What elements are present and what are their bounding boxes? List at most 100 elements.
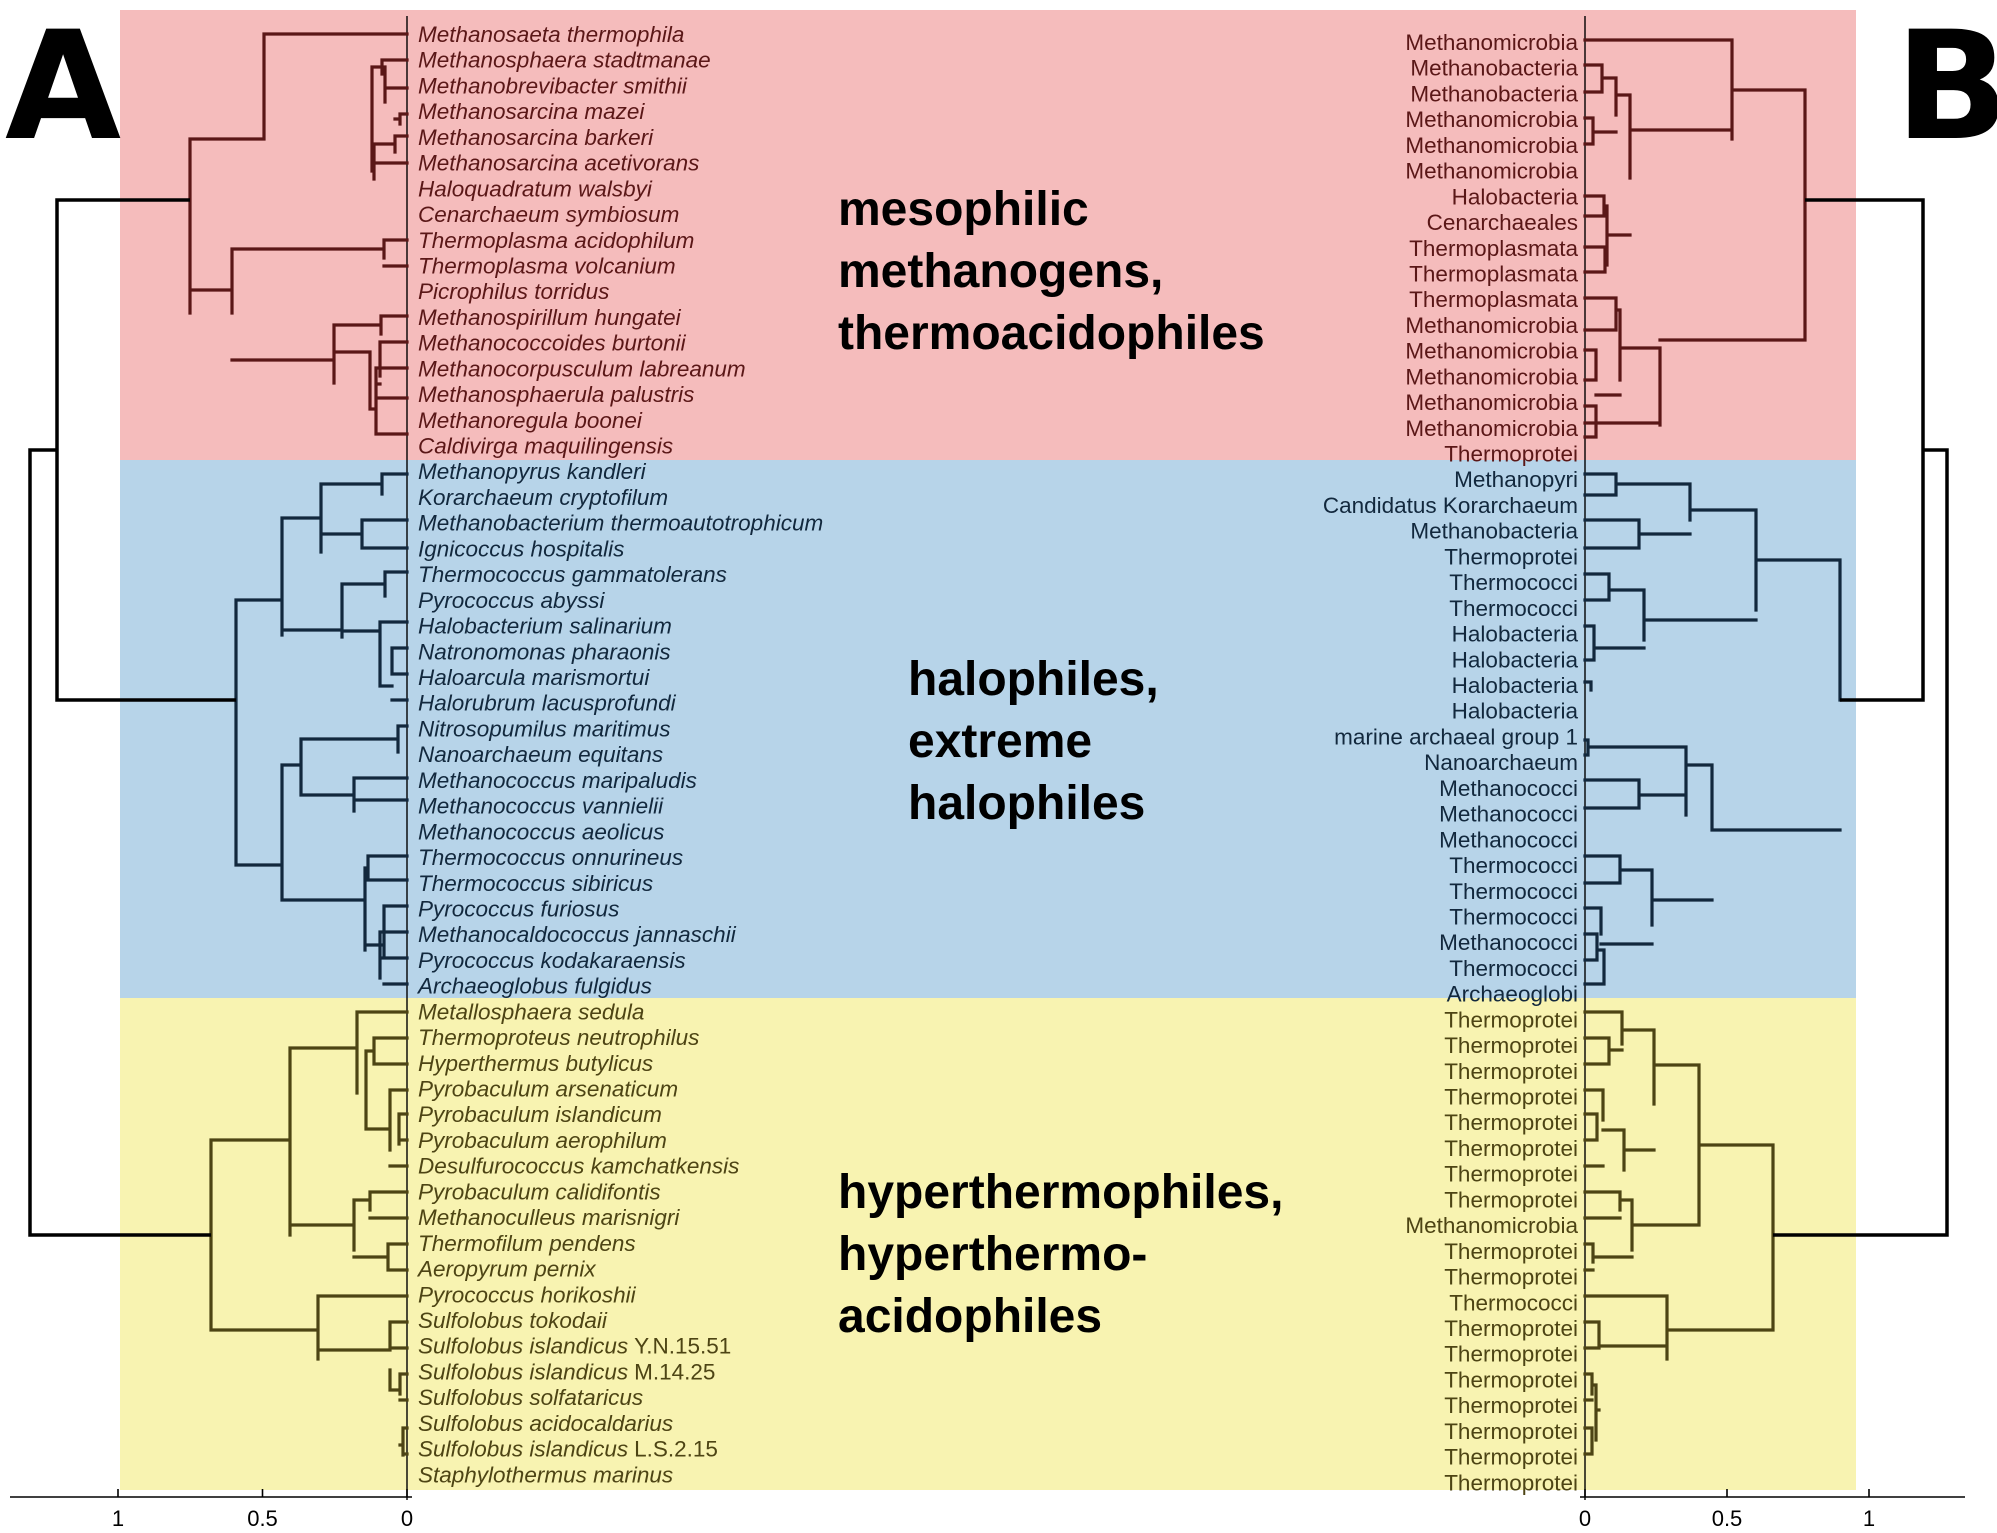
leaf-label: Halobacterium salinarium: [418, 614, 672, 639]
leaf-class-label: Methanobacteria: [1410, 81, 1578, 106]
leaf-species-name: Halobacterium salinarium: [418, 614, 672, 639]
cluster-label-line: extreme: [908, 715, 1092, 768]
leaf-species-name: Methanobacterium thermoautotrophicum: [418, 511, 823, 536]
leaf-label: Methanosarcina acetivorans: [418, 151, 699, 176]
leaf-species-name: Staphylothermus marinus: [418, 1462, 673, 1487]
leaf-species-name: Archaeoglobus fulgidus: [416, 974, 652, 999]
leaf-species-name: Methanosphaera stadtmanae: [418, 48, 711, 73]
leaf-class-label: Thermoprotei: [1444, 1342, 1578, 1367]
leaf-class-label: Methanomicrobia: [1405, 159, 1578, 184]
leaf-label: Pyrococcus furiosus: [418, 896, 619, 921]
leaf-label: Hyperthermus butylicus: [418, 1051, 653, 1076]
leaf-species-name: Korarchaeum cryptofilum: [418, 485, 668, 510]
leaf-class-label: Methanomicrobia: [1405, 133, 1578, 158]
leaf-label: Archaeoglobus fulgidus: [416, 974, 652, 999]
cluster-band-red: [120, 10, 1856, 460]
leaf-class-label: Methanobacteria: [1410, 56, 1578, 81]
leaf-label: Methanococcus vannielii: [418, 794, 664, 819]
cluster-label-line: mesophilic: [838, 183, 1089, 236]
right-dendrogram-yellow: [1583, 1010, 1775, 1456]
leaf-label: Sulfolobus acidocaldarius: [418, 1411, 673, 1436]
leaf-species-name: Halorubrum lacusprofundi: [418, 691, 677, 716]
right-axis-ticks: 0 0.5 1: [1579, 1489, 1875, 1531]
leaf-species-name: Pyrobaculum arsenaticum: [418, 1077, 678, 1102]
leaf-class-label: Thermoprotei: [1444, 1239, 1578, 1264]
leaf-label: Nitrosopumilus maritimus: [418, 716, 671, 741]
cluster-label-line: thermoacidophiles: [838, 307, 1265, 360]
leaf-label: Thermoplasma acidophilum: [418, 228, 694, 253]
leaf-class-label: Methanomicrobia: [1405, 107, 1578, 132]
leaf-species-name: Caldivirga maquilingensis: [418, 434, 673, 459]
leaf-class-label: Nanoarchaeum: [1424, 750, 1578, 775]
leaf-label: Thermoproteus neutrophilus: [418, 1025, 699, 1050]
leaf-label: Thermococcus sibiricus: [418, 871, 653, 896]
leaf-species-name: Haloarcula marismortui: [418, 665, 650, 690]
left-dendrogram-yellow: [209, 1010, 409, 1457]
leaf-species-name: Thermoproteus neutrophilus: [418, 1025, 699, 1050]
cluster-label-line: halophiles: [908, 777, 1145, 830]
leaf-label: Haloquadratum walsbyi: [418, 176, 653, 201]
leaf-species-name: Pyrococcus abyssi: [418, 588, 605, 613]
leaf-species-name: Sulfolobus islandicus: [418, 1437, 628, 1462]
left-root-branches: [28, 198, 236, 1237]
leaf-class-label: Halobacteria: [1452, 673, 1579, 698]
axis-tick-label: 1: [1863, 1506, 1875, 1531]
leaf-species-name: Sulfolobus tokodaii: [418, 1308, 608, 1333]
leaf-class-label: Thermoprotei: [1444, 1085, 1578, 1110]
leaf-species-name: Pyrococcus kodakaraensis: [418, 948, 686, 973]
leaf-species-name: Thermococcus sibiricus: [418, 871, 653, 896]
leaf-species-name: Aeropyrum pernix: [416, 1257, 596, 1282]
leaf-label: Korarchaeum cryptofilum: [418, 485, 668, 510]
leaf-class-label: Thermoplasmata: [1409, 261, 1578, 286]
leaf-class-label: Thermoprotei: [1444, 1162, 1578, 1187]
leaf-label: Picrophilus torridus: [418, 279, 609, 304]
leaf-label: Pyrococcus kodakaraensis: [418, 948, 686, 973]
leaf-label: Sulfolobus islandicus L.S.2.15: [418, 1437, 718, 1462]
right-dendrogram-red: [1583, 38, 1807, 439]
leaf-label: Methanoregula boonei: [418, 408, 643, 433]
leaf-class-label: Thermoprotei: [1444, 1136, 1578, 1161]
leaf-species-name: Methanosaeta thermophila: [418, 22, 684, 47]
leaf-class-label: Cenarchaeales: [1427, 210, 1578, 235]
left-dendrogram-red: [188, 32, 409, 436]
axis-tick-label: 0: [401, 1506, 413, 1531]
cluster-label-line: hyperthermo-: [838, 1228, 1147, 1281]
leaf-label: Methanoculleus marisnigri: [418, 1205, 680, 1230]
leaf-species-name: Nitrosopumilus maritimus: [418, 716, 671, 741]
cluster-label-yellow: hyperthermophiles, hyperthermo- acidophi…: [838, 1166, 1283, 1343]
axis-tick-label: 0.5: [247, 1506, 278, 1531]
leaf-species-name: Methanocaldococcus jannaschii: [418, 922, 737, 947]
leaf-class-label: Methanococci: [1439, 827, 1578, 852]
leaf-label: Staphylothermus marinus: [418, 1462, 673, 1487]
leaf-label: Sulfolobus tokodaii: [418, 1308, 608, 1333]
leaf-label: Methanobacterium thermoautotrophicum: [418, 511, 823, 536]
leaf-species-name: Methanosarcina acetivorans: [418, 151, 699, 176]
leaf-species-name: Methanocorpusculum labreanum: [418, 356, 746, 381]
leaf-class-label: Thermococci: [1449, 879, 1578, 904]
leaf-class-label: Thermococci: [1449, 853, 1578, 878]
leaf-class-label: Thermococci: [1449, 956, 1578, 981]
leaf-species-name: Methanococcus maripaludis: [418, 768, 697, 793]
leaf-species-name: Picrophilus torridus: [418, 279, 609, 304]
leaf-label: Thermococcus gammatolerans: [418, 562, 727, 587]
leaf-class-label: Thermoprotei: [1444, 544, 1578, 569]
cluster-label-line: acidophiles: [838, 1290, 1102, 1343]
leaf-class-label: Thermoprotei: [1444, 442, 1578, 467]
leaf-species-name: Cenarchaeum symbiosum: [418, 202, 679, 227]
leaf-species-name: Hyperthermus butylicus: [418, 1051, 653, 1076]
right-axis: 0 0.5 1: [1579, 1489, 1965, 1531]
left-dendrogram-blue: [234, 472, 409, 986]
leaf-class-label: Thermoprotei: [1444, 1393, 1578, 1418]
leaf-label: Pyrobaculum aerophilum: [418, 1128, 667, 1153]
leaf-label: Pyrococcus abyssi: [418, 588, 605, 613]
leaf-species-name: Methanococcus aeolicus: [418, 819, 664, 844]
leaf-species-name: Pyrobaculum islandicum: [418, 1102, 662, 1127]
leaf-class-label: Halobacteria: [1452, 699, 1579, 724]
leaf-label: Haloarcula marismortui: [418, 665, 650, 690]
leaf-label: Methanococcus maripaludis: [418, 768, 697, 793]
leaf-class-label: Methanobacteria: [1410, 519, 1578, 544]
leaf-class-label: Methanomicrobia: [1405, 30, 1578, 55]
leaf-class-label: Archaeoglobi: [1447, 982, 1578, 1007]
leaf-class-label: Thermoprotei: [1444, 1187, 1578, 1212]
